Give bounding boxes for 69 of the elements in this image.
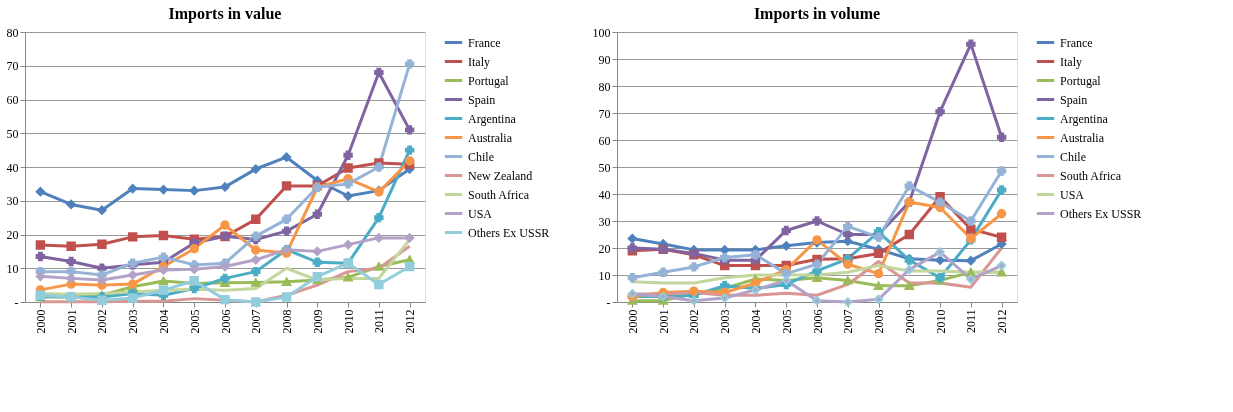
y-tick-label: 10	[6, 261, 19, 276]
y-tick-label: 60	[598, 133, 611, 148]
x-tick-label: 2009	[902, 309, 917, 334]
y-tick-label: 70	[598, 106, 611, 121]
x-tick-label: 2003	[126, 309, 141, 334]
legend-label: South Africa	[468, 187, 530, 202]
y-tick-label: 80	[6, 25, 19, 40]
x-tick-label: 2011	[964, 309, 979, 334]
x-tick-label: 2010	[341, 309, 356, 334]
x-tick-label: 2012	[995, 309, 1010, 334]
y-tick-label: 60	[6, 93, 19, 107]
legend-label: Chile	[1060, 149, 1086, 164]
legend-label: Argentina	[1060, 111, 1109, 126]
x-tick-label: 2000	[625, 309, 640, 334]
y-tick-label: -	[606, 295, 611, 310]
legend-label: Chile	[468, 149, 494, 164]
legend-label: Argentina	[468, 111, 517, 126]
x-tick-label: 2010	[933, 309, 948, 334]
legend-label: Spain	[1060, 92, 1088, 107]
x-tick-label: 2005	[779, 309, 794, 334]
y-tick-label: 40	[6, 160, 19, 175]
x-tick-label: 2006	[810, 309, 825, 334]
y-tick-label: 20	[598, 241, 611, 256]
x-tick-label: 2001	[656, 309, 671, 334]
x-tick-label: 2005	[187, 309, 202, 334]
chart-title: Imports in value	[168, 5, 282, 23]
legend-label: USA	[468, 206, 493, 221]
legend-label: New Zealand	[468, 168, 533, 183]
legend-label: Others Ex USSR	[468, 225, 550, 240]
y-tick-label: 90	[598, 52, 611, 67]
x-tick-label: 2007	[841, 309, 856, 334]
x-tick-label: 2002	[95, 309, 110, 334]
x-tick-label: 2008	[280, 309, 295, 334]
x-tick-label: 2011	[372, 309, 387, 334]
x-tick-label: 2007	[249, 309, 264, 334]
legend-label: Italy	[1060, 54, 1082, 69]
x-tick-label: 2008	[872, 309, 887, 334]
legend-label: USA	[1060, 187, 1085, 202]
legend-label: Others Ex USSR	[1060, 206, 1142, 221]
x-tick-label: 2002	[687, 309, 702, 334]
legend-label: South Africa	[1060, 168, 1122, 183]
y-tick-label: 20	[6, 228, 19, 242]
legend-label: France	[468, 35, 501, 50]
legend-label: Australia	[468, 130, 513, 145]
legend-label: Spain	[468, 92, 496, 107]
x-tick-label: 2012	[403, 309, 418, 334]
x-tick-label: 2003	[718, 309, 733, 334]
x-tick-label: 2001	[64, 309, 79, 334]
legend-label: France	[1060, 35, 1093, 50]
legend-label: Portugal	[1060, 73, 1102, 88]
legend-label: Italy	[468, 54, 490, 69]
x-tick-label: 2009	[310, 309, 325, 334]
y-tick-label: 30	[6, 194, 19, 209]
y-tick-label: 70	[6, 59, 19, 74]
y-tick-label: 50	[6, 126, 19, 141]
y-tick-label: 50	[598, 160, 611, 175]
x-tick-label: 2006	[218, 309, 233, 334]
y-tick-label: 100	[592, 25, 611, 40]
x-tick-label: 2004	[748, 309, 763, 334]
x-tick-label: 2000	[33, 309, 48, 334]
x-tick-label: 2004	[156, 309, 171, 334]
y-tick-label: 30	[598, 214, 611, 229]
legend-label: Portugal	[468, 73, 510, 88]
chart-title: Imports in volume	[753, 5, 881, 23]
y-tick-label: 10	[598, 268, 611, 283]
y-tick-label: 80	[598, 79, 611, 94]
legend-label: Australia	[1060, 130, 1105, 145]
y-tick-label: 40	[598, 187, 611, 202]
y-tick-label: -	[14, 295, 19, 310]
